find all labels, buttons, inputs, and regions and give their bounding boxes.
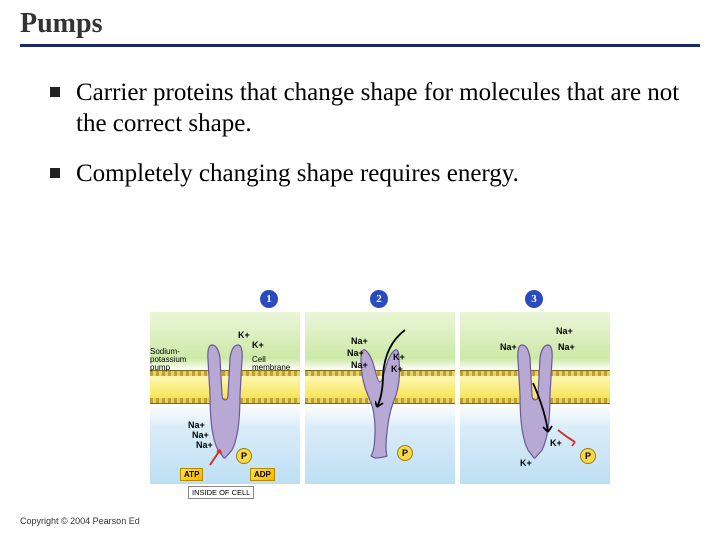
na-ion: Na+: [556, 326, 573, 336]
step-badge: 3: [525, 290, 543, 308]
bullet-item: Carrier proteins that change shape for m…: [50, 77, 680, 140]
panel-1: 1 OUTSIDE OF CELL INSIDE OF CELL K+ K+ N…: [150, 290, 300, 500]
membrane-label: Cellmembrane: [252, 356, 292, 372]
na-ion: Na+: [500, 342, 517, 352]
na-ion: Na+: [558, 342, 575, 352]
phosphate-label: P: [580, 448, 596, 464]
bullet-item: Completely changing shape requires energ…: [50, 158, 680, 189]
bullet-square-icon: [50, 87, 60, 97]
pump-label: Sodium-potassiumpump: [150, 348, 194, 372]
arrow-icon: [530, 380, 580, 460]
copyright-text: Copyright © 2004 Pearson Ed: [20, 516, 140, 526]
bullet-square-icon: [50, 168, 60, 178]
k-ion: K+: [252, 340, 264, 350]
atp-label: ATP: [180, 468, 203, 481]
arrow-icon: [375, 325, 415, 415]
pump-figure: 1 OUTSIDE OF CELL INSIDE OF CELL K+ K+ N…: [150, 290, 610, 500]
phosphate-label: P: [397, 445, 413, 461]
step-badge: 1: [260, 290, 278, 308]
na-ion: Na+: [351, 336, 368, 346]
panel-2: 2 Na+ Na+ Na+ K+ K+ P: [305, 290, 455, 500]
step-badge: 2: [370, 290, 388, 308]
page-title: Pumps: [0, 0, 720, 44]
na-ion: Na+: [192, 430, 209, 440]
na-ion: Na+: [351, 360, 368, 370]
inside-cell-label: INSIDE OF CELL: [188, 486, 254, 499]
na-ion: Na+: [188, 420, 205, 430]
arrow-icon: [205, 440, 235, 470]
panel-3: 3 Na+ Na+ Na+ K+ K+ P: [460, 290, 610, 500]
na-ion: Na+: [347, 348, 364, 358]
adp-label: ADP: [250, 468, 275, 481]
k-ion: K+: [238, 330, 250, 340]
phosphate-label: P: [236, 448, 252, 464]
bullet-list: Carrier proteins that change shape for m…: [0, 47, 720, 217]
bullet-text: Completely changing shape requires energ…: [76, 158, 519, 189]
bullet-text: Carrier proteins that change shape for m…: [76, 77, 680, 140]
